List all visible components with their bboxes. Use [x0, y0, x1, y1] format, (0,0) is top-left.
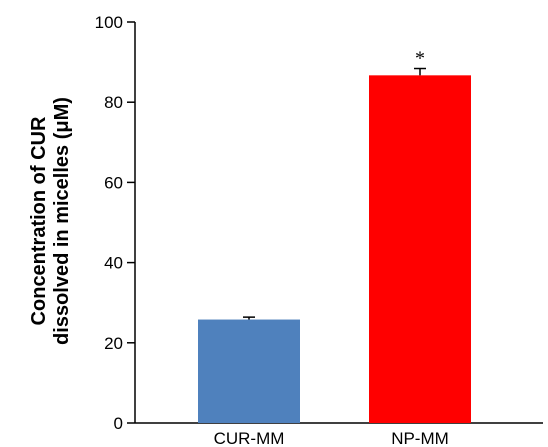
significance-marker: *	[415, 48, 425, 70]
y-axis-title-line-1: Concentration of CUR	[28, 116, 50, 325]
bar-np-mm	[369, 75, 471, 423]
y-tick-label: 60	[104, 173, 123, 192]
bar-cur-mm	[198, 319, 300, 423]
x-category-label: NP-MM	[391, 429, 449, 447]
y-tick-label: 40	[104, 254, 123, 273]
x-category-label: CUR-MM	[214, 429, 285, 447]
plot-area: 0 20 40 60 80 100 CUR-MM * NP-MM	[95, 13, 543, 447]
y-axis-title-line-2: dissolved in micelles (μM)	[51, 97, 73, 345]
y-tick-label: 0	[114, 414, 123, 433]
y-tick-label: 20	[104, 334, 123, 353]
y-tick-label: 80	[104, 93, 123, 112]
y-axis-title: Concentration of CUR dissolved in micell…	[28, 97, 73, 345]
y-tick-label: 100	[95, 13, 123, 32]
